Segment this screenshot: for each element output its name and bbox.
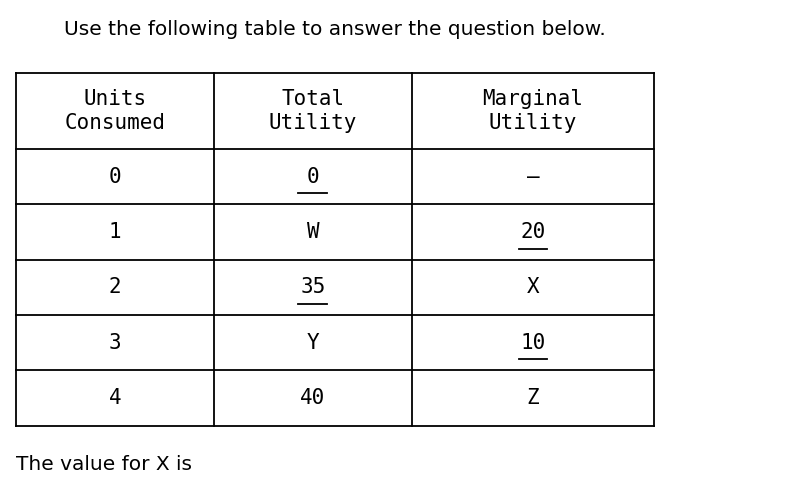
Text: Total
Utility: Total Utility <box>269 89 357 133</box>
Text: 2: 2 <box>109 277 121 297</box>
Text: Use the following table to answer the question below.: Use the following table to answer the qu… <box>65 20 606 39</box>
Text: 0: 0 <box>109 167 121 186</box>
Text: –: – <box>527 167 539 186</box>
Text: 10: 10 <box>520 333 546 353</box>
Text: The value for X is: The value for X is <box>16 455 192 474</box>
Text: 4: 4 <box>109 388 121 408</box>
Text: 20: 20 <box>520 222 546 242</box>
Text: 35: 35 <box>300 277 326 297</box>
Text: Marginal
Utility: Marginal Utility <box>483 89 583 133</box>
Text: Z: Z <box>527 388 539 408</box>
Text: X: X <box>527 277 539 297</box>
Text: 0: 0 <box>306 167 319 186</box>
Text: Units
Consumed: Units Consumed <box>65 89 165 133</box>
Text: 3: 3 <box>109 333 121 353</box>
Text: 40: 40 <box>300 388 326 408</box>
Text: Y: Y <box>306 333 319 353</box>
Text: W: W <box>306 222 319 242</box>
Text: 1: 1 <box>109 222 121 242</box>
